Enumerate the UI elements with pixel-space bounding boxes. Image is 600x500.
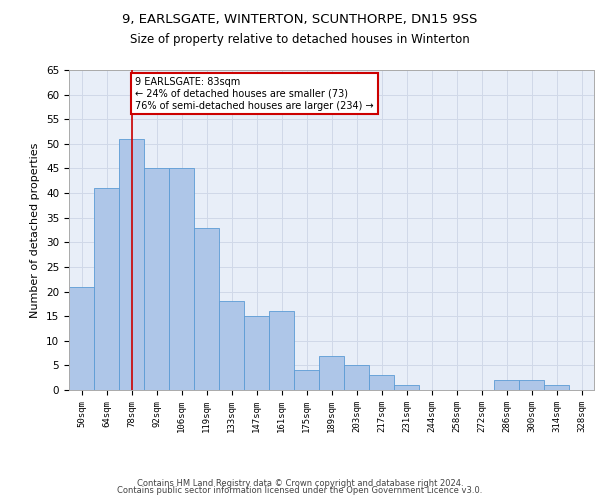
Bar xyxy=(119,139,144,390)
Bar xyxy=(369,375,394,390)
Bar xyxy=(294,370,319,390)
Text: Size of property relative to detached houses in Winterton: Size of property relative to detached ho… xyxy=(130,32,470,46)
Text: Contains HM Land Registry data © Crown copyright and database right 2024.: Contains HM Land Registry data © Crown c… xyxy=(137,478,463,488)
Bar xyxy=(219,302,244,390)
Bar xyxy=(94,188,119,390)
Bar xyxy=(344,366,369,390)
Bar xyxy=(69,286,94,390)
Text: 9, EARLSGATE, WINTERTON, SCUNTHORPE, DN15 9SS: 9, EARLSGATE, WINTERTON, SCUNTHORPE, DN1… xyxy=(122,12,478,26)
Text: Contains public sector information licensed under the Open Government Licence v3: Contains public sector information licen… xyxy=(118,486,482,495)
Bar xyxy=(269,311,294,390)
Bar xyxy=(544,385,569,390)
Bar xyxy=(169,168,194,390)
Bar xyxy=(519,380,544,390)
Bar xyxy=(394,385,419,390)
Bar xyxy=(244,316,269,390)
Bar xyxy=(194,228,219,390)
Text: 9 EARLSGATE: 83sqm
← 24% of detached houses are smaller (73)
76% of semi-detache: 9 EARLSGATE: 83sqm ← 24% of detached hou… xyxy=(135,78,374,110)
Bar xyxy=(494,380,519,390)
Bar xyxy=(319,356,344,390)
Y-axis label: Number of detached properties: Number of detached properties xyxy=(31,142,40,318)
Bar xyxy=(144,168,169,390)
